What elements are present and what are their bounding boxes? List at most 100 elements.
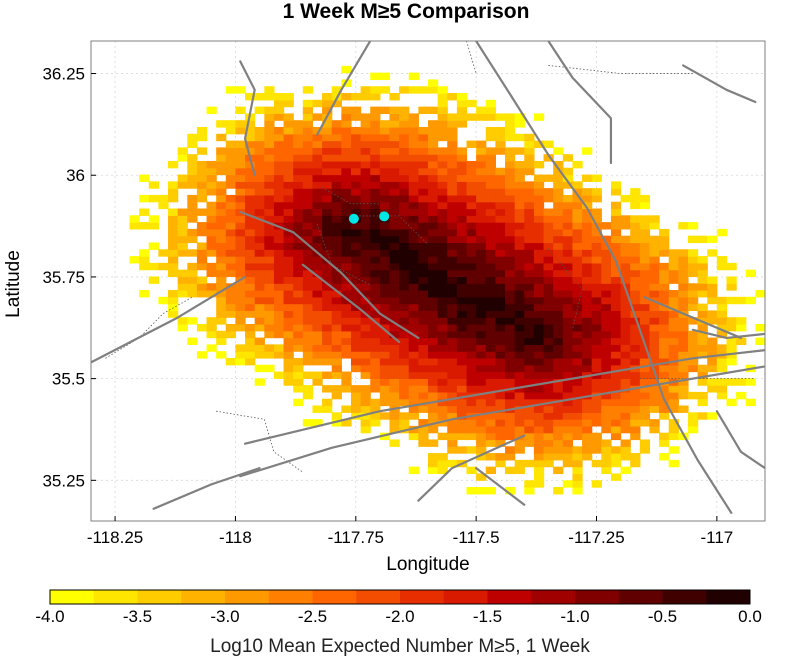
forecast-cell [476,228,487,237]
forecast-cell [360,140,371,148]
forecast-cell [428,140,439,148]
forecast-cell [302,147,314,155]
forecast-cell [254,364,265,373]
forecast-cell [659,296,670,305]
forecast-cell [476,405,487,413]
forecast-cell [553,303,564,312]
forecast-cell [707,310,718,318]
forecast-cell [639,439,651,447]
forecast-cell [533,303,545,312]
forecast-cell [668,364,679,373]
forecast-cell [235,86,246,94]
forecast-cell [514,364,525,373]
forecast-cell [466,385,477,393]
forecast-cell [562,222,574,230]
forecast-cell [495,290,506,298]
forecast-cell [601,364,612,373]
forecast-cell [697,398,708,407]
forecast-cell [524,405,535,413]
forecast-cell [697,256,708,264]
forecast-cell [331,364,342,373]
forecast-cell [476,106,487,115]
forecast-cell [187,140,198,148]
forecast-cell [485,425,496,434]
forecast-cell [476,113,487,121]
forecast-cell [649,378,660,386]
forecast-cell [206,235,217,244]
forecast-cell [254,181,265,189]
fault-line [715,410,765,470]
forecast-cell [428,391,439,400]
forecast-cell [601,262,612,271]
forecast-cell [476,378,487,386]
forecast-cell [331,296,342,305]
forecast-cell [331,208,342,216]
forecast-cell [466,174,477,182]
forecast-cell [505,181,516,189]
forecast-cell [601,283,612,291]
forecast-cell [485,317,496,325]
forecast-cell [350,391,362,400]
forecast-cell [466,188,477,196]
forecast-cell [350,188,362,196]
forecast-cell [630,405,641,413]
forecast-cell [428,242,439,250]
forecast-cell [553,174,564,182]
forecast-cell [466,296,477,305]
forecast-cell [524,296,535,305]
fault-line [475,41,733,514]
forecast-cell [659,262,670,271]
forecast-cell [350,330,362,339]
forecast-cell [312,154,323,162]
forecast-cell [302,303,314,312]
forecast-cell [322,154,333,162]
forecast-cell [408,398,419,407]
forecast-cell [514,174,525,182]
forecast-cell [582,276,593,284]
forecast-cell [687,344,699,352]
forecast-cell [533,459,545,468]
forecast-cell [428,310,439,318]
forecast-cell [668,256,679,264]
forecast-cell [264,215,275,223]
forecast-cell [350,296,362,305]
forecast-cell [659,432,670,441]
forecast-cell [273,290,285,298]
forecast-cell [659,290,670,298]
forecast-cell [514,133,525,142]
forecast-cell [447,439,458,447]
forecast-cell [418,371,429,379]
forecast-cell [245,262,256,271]
forecast-cell [485,222,496,230]
forecast-cell [273,269,285,278]
forecast-cell [524,194,535,203]
forecast-cell [148,181,159,189]
forecast-cell [466,446,477,454]
forecast-cell [716,330,728,339]
forecast-cell [389,371,400,379]
forecast-cell [495,167,506,176]
forecast-cell [572,160,583,169]
forecast-cell [177,276,188,284]
forecast-cell [447,222,458,230]
forecast-cell [148,262,159,271]
forecast-cell [148,276,159,284]
forecast-cell [514,290,525,298]
forecast-cell [582,412,593,420]
forecast-cell [514,296,525,305]
forecast-cell [370,235,381,244]
forecast-cell [283,276,294,284]
forecast-cell [485,126,496,135]
forecast-cell [755,290,765,298]
forecast-cell [428,160,439,169]
forecast-cell [283,296,294,305]
forecast-cell [389,201,400,210]
forecast-cell [428,425,439,434]
forecast-cell [331,419,342,427]
forecast-cell [572,262,583,271]
forecast-cell [572,432,583,441]
forecast-cell [293,167,304,176]
forecast-cell [322,317,333,325]
forecast-cell [697,378,708,386]
forecast-cell [331,310,342,318]
